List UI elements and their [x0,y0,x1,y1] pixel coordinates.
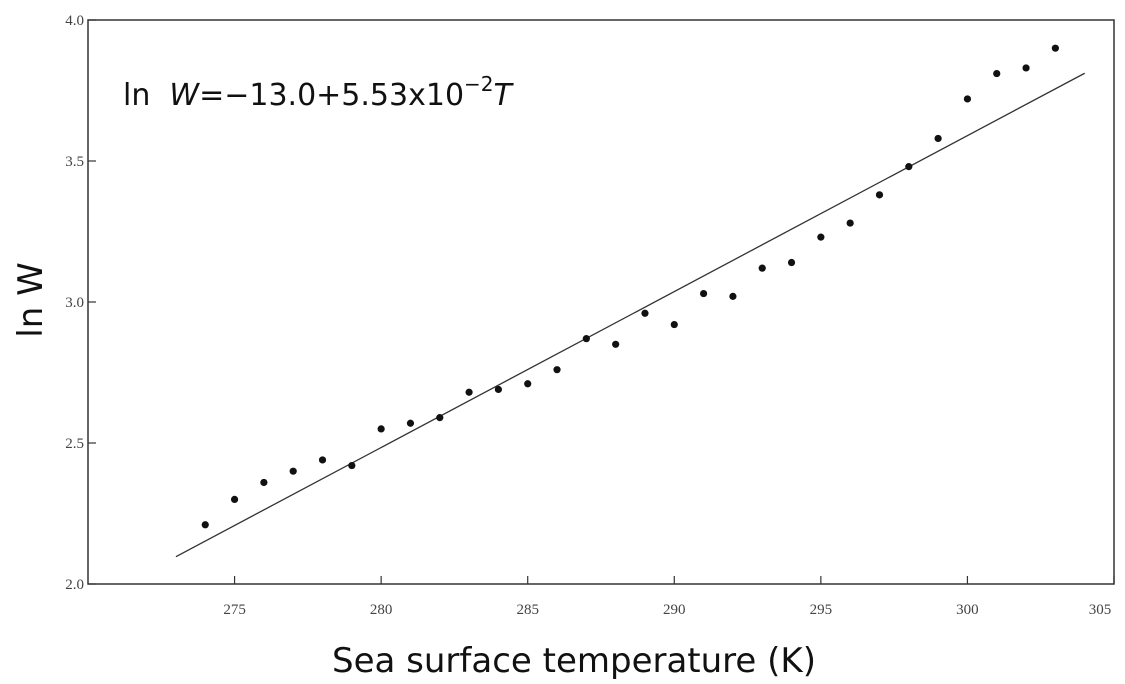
y-tick-label: 2.5 [65,436,84,452]
data-point [1051,44,1059,52]
equation-variable: W [169,78,200,113]
data-point [729,292,737,300]
data-point [641,309,649,317]
y-axis: 2.0 2.5 3.0 3.5 4.0 [65,13,96,593]
data-point [289,467,297,475]
x-tick-label: 290 [663,602,686,618]
data-point [582,335,590,343]
data-point [993,69,1001,78]
y-tick-label: 3.5 [65,154,84,170]
equation-exponent: −2 [464,72,493,96]
x-axis-title: Sea surface temperature (K) [332,641,816,681]
data-point [406,419,415,427]
equation-suffix: T [494,78,515,113]
data-point [787,258,796,267]
y-tick-label: 3.0 [65,295,84,311]
data-point [700,289,708,298]
data-point [201,521,209,529]
data-point [230,495,239,503]
x-tick-label: 280 [370,602,393,618]
data-point [494,385,502,394]
regression-line [175,72,1085,558]
data-point [465,388,473,396]
x-tick-label: 305 [1089,602,1112,618]
data-points [201,44,1059,529]
data-point [905,163,913,171]
equation-body: −13.0+5.53x10 [224,78,464,113]
equation-prefix: ln [123,78,169,113]
data-point [553,366,561,374]
regression-equation: ln W=−13.0+5.53x10−2T [123,72,515,113]
data-point [524,380,532,388]
x-axis: 275 280 285 290 295 300 305 [223,576,1115,618]
data-point [436,414,444,422]
data-point [1022,64,1030,72]
x-tick-label: 300 [956,602,979,618]
y-tick-label: 2.0 [65,577,84,593]
data-point [612,340,620,348]
data-point [875,191,884,199]
data-point [348,461,356,470]
x-tick-label: 285 [516,602,539,618]
y-axis-title: ln W [11,262,51,337]
data-point [934,134,942,143]
data-point [846,219,854,227]
data-point [260,478,268,487]
data-point [963,95,972,103]
x-tick-label: 295 [810,602,833,618]
data-point [817,233,825,241]
x-tick-label: 275 [223,602,246,618]
data-point [377,425,385,433]
data-point [758,264,766,272]
equation-equals: = [199,78,224,113]
data-point [318,456,327,464]
y-tick-label: 4.0 [65,13,84,29]
data-point [670,320,678,329]
